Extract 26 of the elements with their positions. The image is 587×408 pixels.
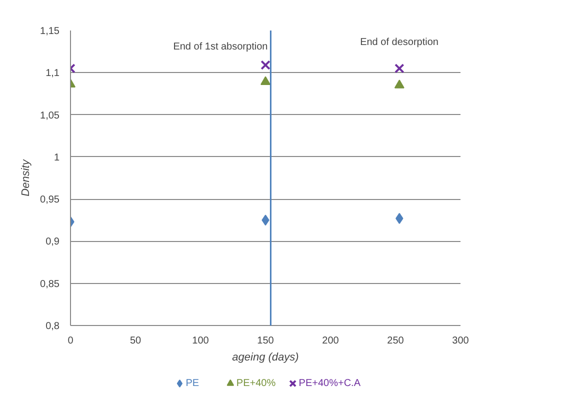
legend-label: PE: [186, 378, 200, 389]
point: [394, 64, 404, 74]
x-tick-label: 300: [452, 336, 470, 346]
x-tick-label: 150: [257, 336, 274, 346]
y-tick-label: 1,05: [40, 110, 60, 122]
point: [260, 60, 270, 70]
ref-line-label: End of 1st absorption: [173, 42, 268, 52]
x-axis-title: ageing (days): [232, 352, 300, 364]
y-tick-label: 0,9: [46, 236, 60, 248]
y-tick-label: 1,1: [46, 68, 60, 80]
point: [394, 80, 404, 88]
x-tick-label: 100: [192, 336, 210, 346]
legend-label: PE+40%+C.A: [298, 378, 361, 389]
y-tick-label: 0,85: [40, 278, 60, 290]
x-tick-label: 250: [387, 336, 404, 346]
y-tick-label: 1,15: [40, 26, 60, 37]
y-tick-label: 1: [54, 152, 60, 164]
point: [260, 76, 270, 86]
y-axis-title: Density: [20, 158, 32, 196]
annotation: End of desorption: [360, 37, 438, 48]
legend-label: PE+40%: [236, 378, 276, 389]
y-tick-label: 0,8: [46, 321, 60, 332]
x-tick-label: 0: [68, 336, 74, 346]
x-tick-label: 50: [130, 336, 142, 346]
y-tick-label: 0,95: [40, 194, 60, 206]
x-tick-label: 200: [322, 336, 340, 346]
